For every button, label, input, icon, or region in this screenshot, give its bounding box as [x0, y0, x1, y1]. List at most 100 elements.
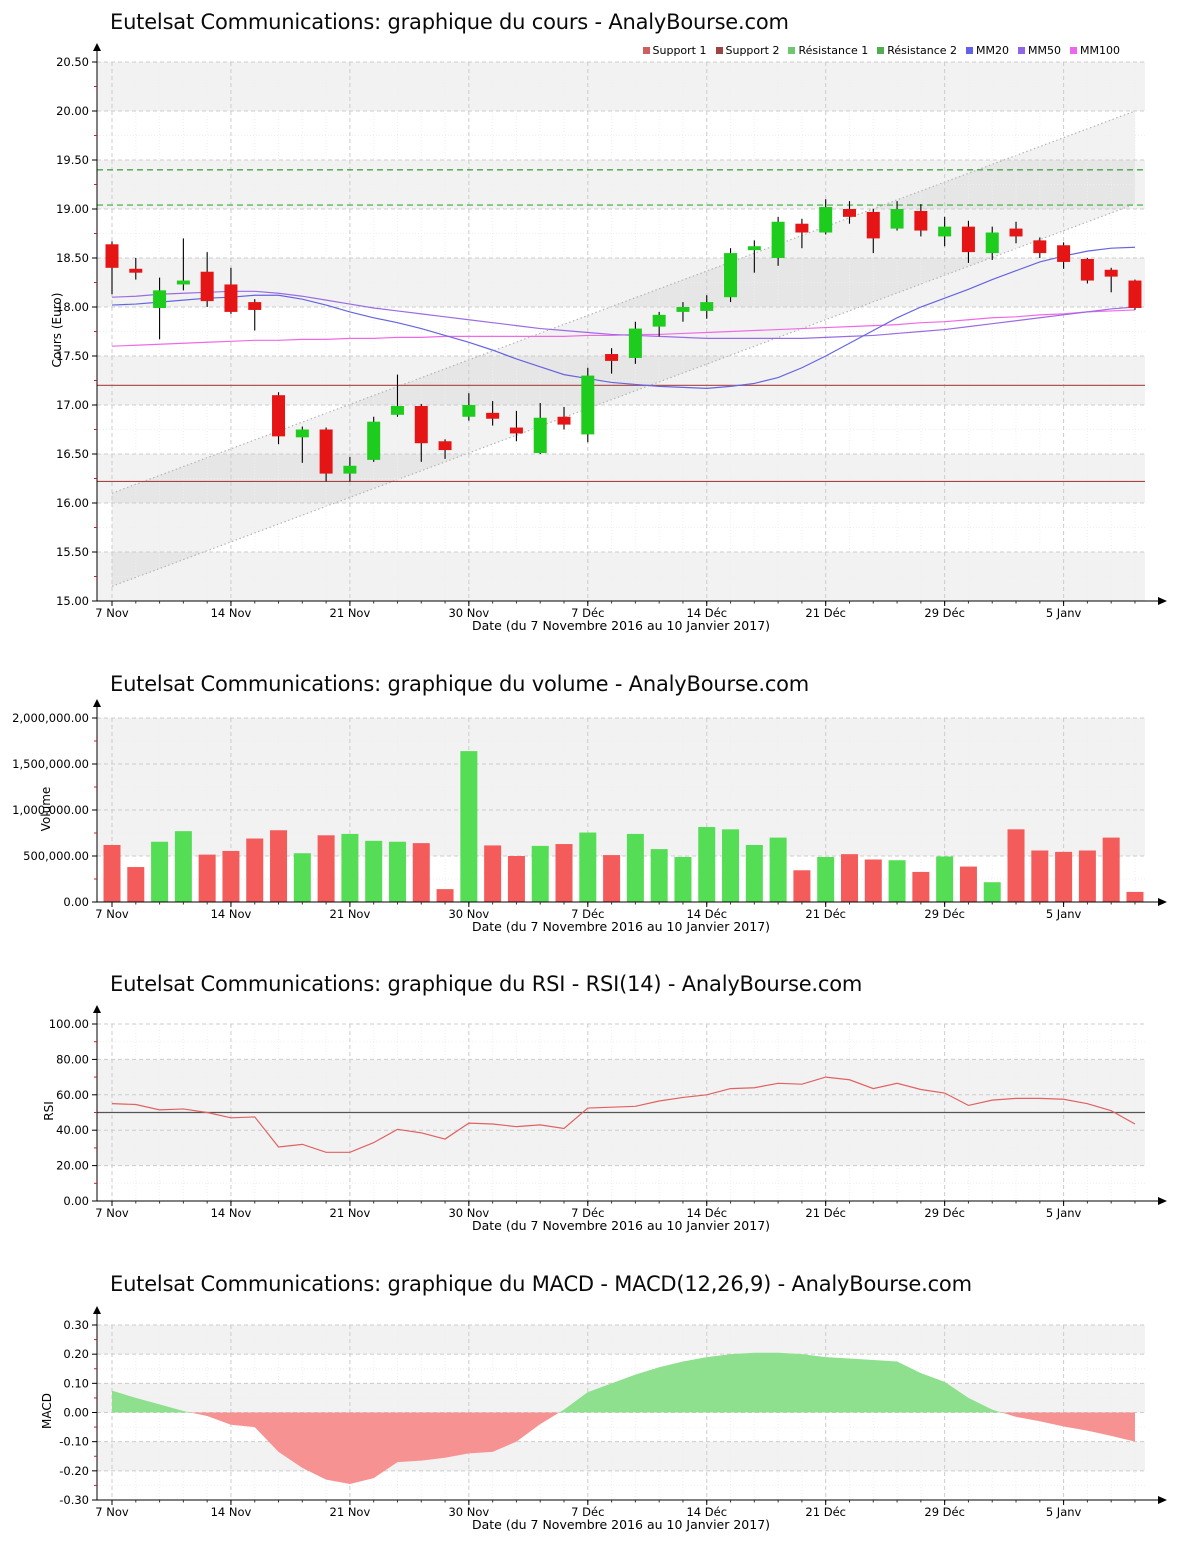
svg-text:14 Déc: 14 Déc	[686, 1206, 727, 1220]
svg-text:20.00: 20.00	[56, 104, 89, 118]
svg-text:1,500,000.00: 1,500,000.00	[12, 757, 89, 771]
svg-text:20.50: 20.50	[56, 55, 89, 69]
legend-item-resistance-2: Résistance 2	[877, 44, 957, 57]
svg-text:0.00: 0.00	[63, 1194, 89, 1208]
svg-text:7 Nov: 7 Nov	[95, 907, 129, 921]
svg-text:15.00: 15.00	[56, 594, 89, 608]
svg-text:14 Déc: 14 Déc	[686, 606, 727, 620]
legend-label: MM100	[1080, 44, 1120, 57]
svg-text:-0.10: -0.10	[59, 1435, 89, 1449]
svg-text:29 Déc: 29 Déc	[924, 606, 965, 620]
svg-text:7 Déc: 7 Déc	[571, 1505, 604, 1519]
legend-label: MM50	[1028, 44, 1062, 57]
svg-text:7 Déc: 7 Déc	[571, 1206, 604, 1220]
svg-text:14 Nov: 14 Nov	[211, 1206, 252, 1220]
svg-text:0.10: 0.10	[63, 1376, 89, 1390]
svg-text:21 Nov: 21 Nov	[330, 907, 371, 921]
legend-label: Support 2	[725, 44, 780, 57]
svg-text:16.50: 16.50	[56, 447, 89, 461]
legend-label: Support 1	[652, 44, 707, 57]
svg-text:0.30: 0.30	[63, 1318, 89, 1332]
legend-label: MM20	[976, 44, 1010, 57]
volume-chart-title: Eutelsat Communications: graphique du vo…	[110, 672, 810, 696]
svg-text:14 Nov: 14 Nov	[211, 907, 252, 921]
svg-text:18.00: 18.00	[56, 300, 89, 314]
legend-item-support-1: Support 1	[642, 44, 707, 57]
svg-text:Date (du 7 Novembre 2016 au 10: Date (du 7 Novembre 2016 au 10 Janvier 2…	[472, 919, 770, 934]
price-chart-plot: 15.00 15.50 16.00 16.50 17.00 17.50 18.00 18.50…	[56, 43, 1167, 633]
svg-text:21 Déc: 21 Déc	[805, 1505, 846, 1519]
svg-text:29 Déc: 29 Déc	[924, 1505, 965, 1519]
svg-text:7 Nov: 7 Nov	[95, 606, 129, 620]
legend-swatch	[642, 47, 650, 54]
svg-text:7 Nov: 7 Nov	[95, 1206, 129, 1220]
svg-text:14 Déc: 14 Déc	[686, 1505, 727, 1519]
svg-text:14 Nov: 14 Nov	[211, 606, 252, 620]
macd-chart-plot: -0.30 -0.20 -0.10 0.00 0.10 0.20 0.30 7 Nov 14 N…	[59, 1306, 1167, 1532]
legend-swatch	[788, 47, 796, 54]
svg-text:29 Déc: 29 Déc	[924, 1206, 965, 1220]
legend-item-support-2: Support 2	[715, 44, 780, 57]
legend-item-mm50: MM50	[1018, 44, 1061, 57]
legend-item-resistance-1: Résistance 1	[788, 44, 868, 57]
legend-swatch	[1018, 47, 1026, 54]
legend-item-mm100: MM100	[1070, 44, 1120, 57]
svg-text:5 Janv: 5 Janv	[1046, 606, 1082, 620]
macd-chart-title: Eutelsat Communications: graphique du MA…	[110, 1272, 972, 1296]
legend-label: Résistance 1	[798, 44, 869, 57]
legend-swatch	[877, 47, 885, 54]
svg-text:7 Déc: 7 Déc	[571, 606, 604, 620]
rsi-chart-title: Eutelsat Communications: graphique du RS…	[110, 972, 863, 996]
svg-text:Date (du 7 Novembre 2016 au 10: Date (du 7 Novembre 2016 au 10 Janvier 2…	[472, 1218, 770, 1233]
svg-text:30 Nov: 30 Nov	[448, 1206, 489, 1220]
svg-text:60.00: 60.00	[56, 1088, 89, 1102]
price-chart-legend: Support 1 Support 2 Résistance 1 Résistance…	[540, 44, 1120, 57]
svg-text:0.00: 0.00	[63, 895, 89, 909]
svg-text:-0.20: -0.20	[59, 1464, 89, 1478]
svg-text:Date (du 7 Novembre 2016 au 10: Date (du 7 Novembre 2016 au 10 Janvier 2…	[472, 1517, 770, 1532]
svg-text:16.00: 16.00	[56, 496, 89, 510]
svg-text:29 Déc: 29 Déc	[924, 907, 965, 921]
svg-text:30 Nov: 30 Nov	[448, 1505, 489, 1519]
svg-text:15.50: 15.50	[56, 545, 89, 559]
svg-text:0.20: 0.20	[63, 1347, 89, 1361]
svg-text:20.00: 20.00	[56, 1159, 89, 1173]
rsi-chart-plot: 0.00 20.00 40.00 60.00 80.00 100.00 7 Nov 14 No…	[49, 1005, 1167, 1233]
svg-text:21 Nov: 21 Nov	[330, 1206, 371, 1220]
legend-swatch	[715, 47, 723, 54]
svg-text:-0.30: -0.30	[59, 1493, 89, 1507]
svg-text:5 Janv: 5 Janv	[1046, 1206, 1082, 1220]
svg-text:80.00: 80.00	[56, 1052, 89, 1066]
svg-text:0.00: 0.00	[63, 1406, 89, 1420]
svg-text:30 Nov: 30 Nov	[448, 606, 489, 620]
svg-text:7 Nov: 7 Nov	[95, 1505, 129, 1519]
legend-swatch	[1070, 47, 1078, 54]
svg-text:40.00: 40.00	[56, 1123, 89, 1137]
svg-text:17.50: 17.50	[56, 349, 89, 363]
svg-text:21 Nov: 21 Nov	[330, 1505, 371, 1519]
svg-text:21 Déc: 21 Déc	[805, 606, 846, 620]
svg-text:5 Janv: 5 Janv	[1046, 1505, 1082, 1519]
volume-chart-plot: 0.00 500,000.00 1,000,000.00 1,500,000.00 2,…	[12, 699, 1167, 934]
legend-label: Résistance 2	[887, 44, 958, 57]
svg-text:Date (du 7 Novembre 2016 au 10: Date (du 7 Novembre 2016 au 10 Janvier 2…	[472, 618, 770, 633]
legend-swatch	[966, 47, 974, 54]
svg-text:14 Déc: 14 Déc	[686, 907, 727, 921]
svg-text:21 Déc: 21 Déc	[805, 907, 846, 921]
legend-item-mm20: MM20	[966, 44, 1009, 57]
svg-text:5 Janv: 5 Janv	[1046, 907, 1082, 921]
svg-text:14 Nov: 14 Nov	[211, 1505, 252, 1519]
svg-text:500,000.00: 500,000.00	[23, 849, 89, 863]
svg-text:1,000,000.00: 1,000,000.00	[12, 803, 89, 817]
svg-text:21 Nov: 21 Nov	[330, 606, 371, 620]
svg-text:17.00: 17.00	[56, 398, 89, 412]
svg-text:7 Déc: 7 Déc	[571, 907, 604, 921]
svg-text:18.50: 18.50	[56, 251, 89, 265]
svg-text:19.50: 19.50	[56, 153, 89, 167]
price-chart-title: Eutelsat Communications: graphique du co…	[110, 10, 789, 34]
svg-text:100.00: 100.00	[49, 1017, 89, 1031]
svg-text:30 Nov: 30 Nov	[448, 907, 489, 921]
svg-text:2,000,000.00: 2,000,000.00	[12, 711, 89, 725]
svg-text:19.00: 19.00	[56, 202, 89, 216]
